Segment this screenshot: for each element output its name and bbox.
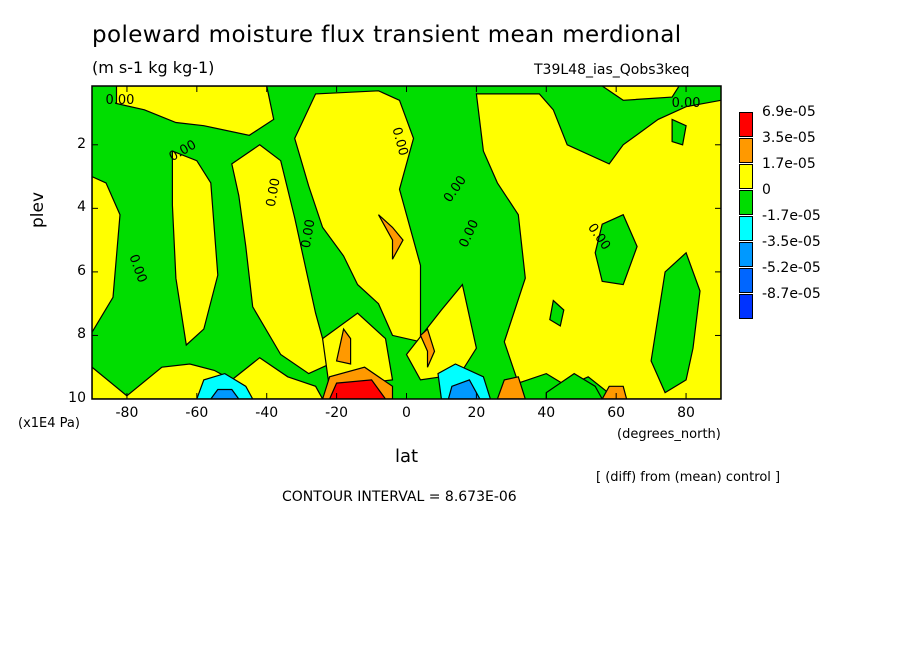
contour-labels: 0.000.000.000.000.000.000.000.000.000.00 <box>105 93 700 285</box>
x-tick-label: 20 <box>467 405 486 421</box>
legend-swatch <box>739 216 753 241</box>
x-tick-label: 60 <box>607 405 626 421</box>
region-yellow-top-west <box>115 86 275 136</box>
region-yellow-col-b <box>231 144 331 375</box>
legend-label: 0 <box>762 182 771 198</box>
region-green-east-pocket <box>594 213 638 286</box>
chart-units: (m s-1 kg kg-1) <box>92 58 215 77</box>
comparison-note: [ (diff) from (mean) control ] <box>596 470 781 485</box>
region-yellow-top-east <box>601 86 680 101</box>
y-tick-label: 4 <box>77 199 86 216</box>
region-green-far-east <box>650 251 701 394</box>
y-axis-label: plev <box>28 191 48 228</box>
x-tick-label: -80 <box>115 405 139 421</box>
legend-swatch <box>739 242 753 267</box>
x-tick-label: 0 <box>402 405 411 421</box>
x-tick-label: -40 <box>255 405 279 421</box>
x-tick-label: 80 <box>677 405 695 421</box>
region-yellow-col-a <box>171 150 219 347</box>
x-tick-label: -60 <box>185 405 209 421</box>
legend-swatch <box>739 112 753 137</box>
region-orange-core-left <box>335 327 352 365</box>
x-tick-label: -20 <box>325 405 349 421</box>
y-axis-units: (x1E4 Pa) <box>18 416 80 431</box>
legend-swatch <box>739 294 753 319</box>
region-green-east-small <box>671 118 687 146</box>
contour-label: 0.00 <box>264 177 284 208</box>
y-tick-label: 10 <box>68 390 86 406</box>
region-cyan-south <box>196 372 254 399</box>
region-red-bottom-center <box>328 379 387 399</box>
axis-ticks <box>92 86 721 400</box>
contour-label: 0.00 <box>672 96 701 111</box>
y-tick-label: 2 <box>77 135 86 152</box>
run-label: T39L48_ias_Qobs3keq <box>534 62 690 78</box>
legend-label: -8.7e-05 <box>762 286 821 302</box>
contour-interval: CONTOUR INTERVAL = 8.673E-06 <box>282 489 517 505</box>
legend-label: -5.2e-05 <box>762 260 821 276</box>
x-axis-units: (degrees_north) <box>617 427 721 442</box>
legend-label: -1.7e-05 <box>762 208 821 224</box>
region-orange-far-east <box>601 385 628 399</box>
region-orange-bottom-east <box>496 376 526 399</box>
contour-label: 0.00 <box>105 93 134 108</box>
y-tick-label: 8 <box>77 326 86 343</box>
legend-swatch <box>739 268 753 293</box>
x-axis-label: lat <box>395 446 419 467</box>
contour-label: 0.00 <box>389 126 411 158</box>
legend-swatch <box>739 138 753 163</box>
region-green-dot <box>549 299 565 327</box>
region-orange-core-upper <box>377 214 404 260</box>
contour-label: 0.00 <box>299 218 319 249</box>
legend-swatch <box>739 164 753 189</box>
region-blue-east <box>447 379 481 399</box>
region-blue-south <box>210 388 240 399</box>
legend-label: 1.7e-05 <box>762 156 816 172</box>
region-yellow-mid-right <box>405 283 478 381</box>
chart-title: poleward moisture flux transient mean me… <box>92 22 682 48</box>
region-orange-core-mid <box>419 328 436 368</box>
y-tick-label: 6 <box>77 262 86 279</box>
legend-label: 3.5e-05 <box>762 130 816 146</box>
region-yellow-west-edge <box>92 175 121 334</box>
x-tick-label: 40 <box>537 405 556 421</box>
legend-swatch <box>739 190 753 215</box>
legend-label: -3.5e-05 <box>762 234 821 250</box>
filled-contour-field <box>92 86 721 399</box>
legend-label: 6.9e-05 <box>762 104 816 120</box>
